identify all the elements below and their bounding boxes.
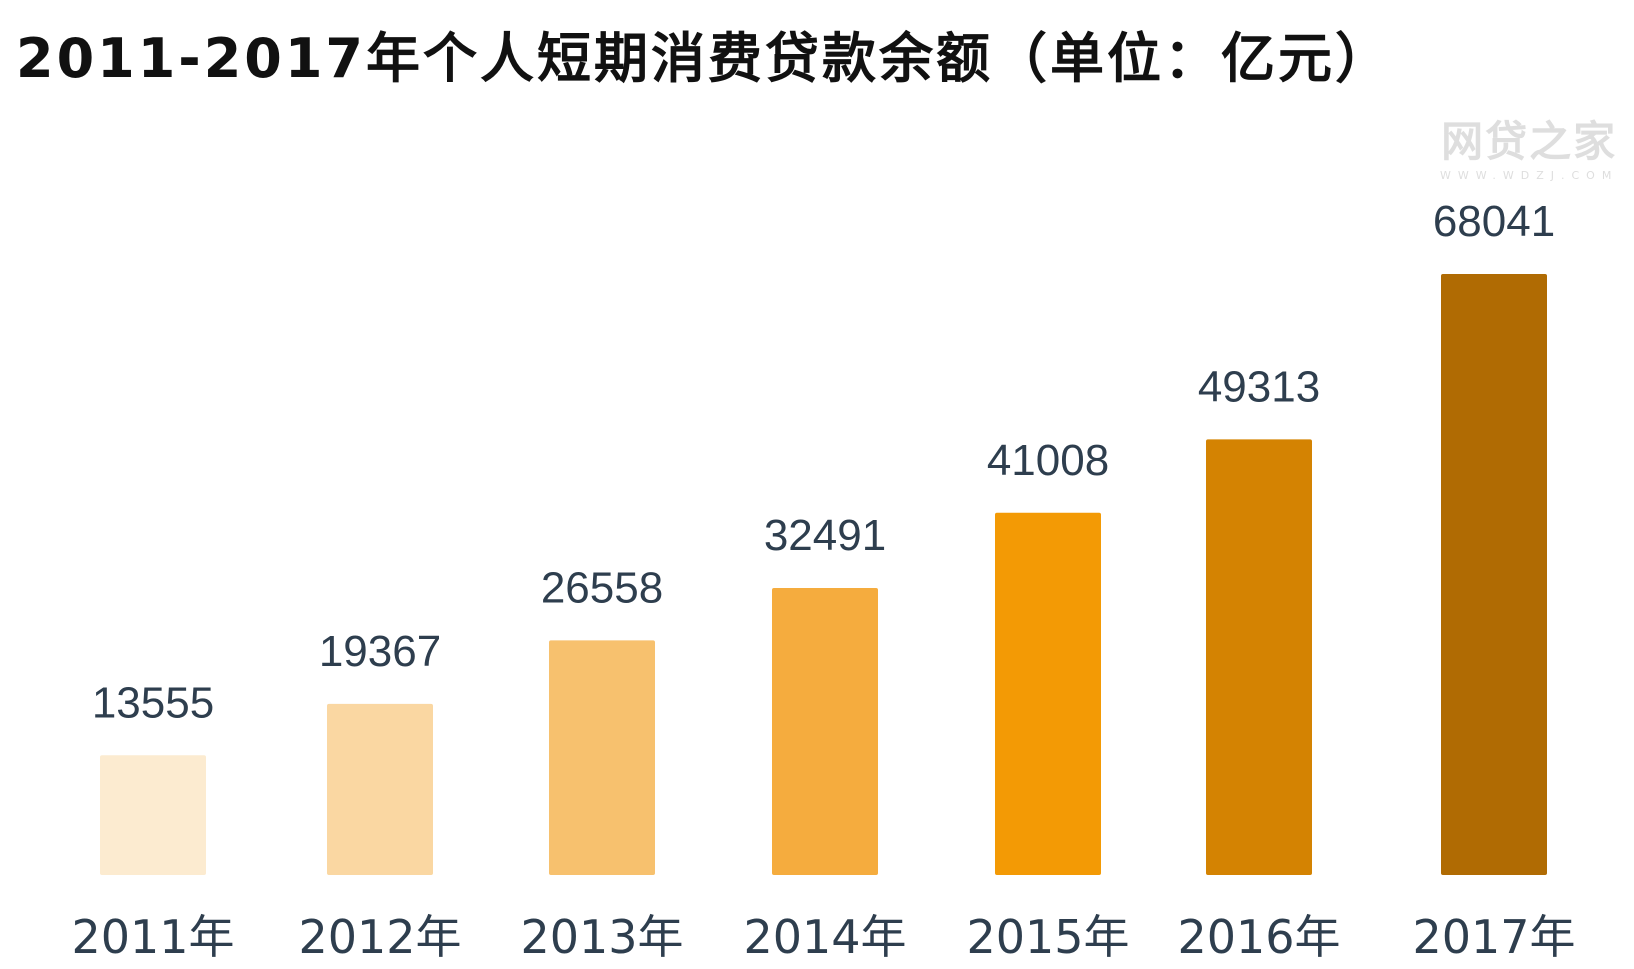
x-tick-label: 2017年 [1412, 910, 1575, 964]
bar-2015年 [995, 512, 1101, 875]
bar-2017年 [1441, 274, 1547, 875]
data-label: 68041 [1433, 197, 1555, 246]
bar-2013年 [549, 640, 655, 875]
x-tick-label: 2011年 [71, 910, 234, 964]
x-tick-label: 2013年 [520, 910, 683, 964]
bar-2016年 [1206, 439, 1312, 875]
x-tick-label: 2014年 [743, 910, 906, 964]
data-label: 13555 [92, 678, 214, 727]
data-label: 41008 [987, 436, 1109, 485]
x-tick-label: 2012年 [298, 910, 461, 964]
x-tick-label: 2016年 [1177, 910, 1340, 964]
data-label: 32491 [764, 511, 886, 560]
data-label: 26558 [541, 563, 663, 612]
bar-2011年 [100, 755, 206, 875]
x-tick-label: 2015年 [966, 910, 1129, 964]
bar-2012年 [327, 703, 433, 875]
chart-title: 2011-2017年个人短期消费贷款余额（单位：亿元） [16, 27, 1392, 90]
data-label: 19367 [319, 627, 441, 676]
bar-2014年 [772, 588, 878, 875]
data-label: 49313 [1198, 362, 1320, 411]
